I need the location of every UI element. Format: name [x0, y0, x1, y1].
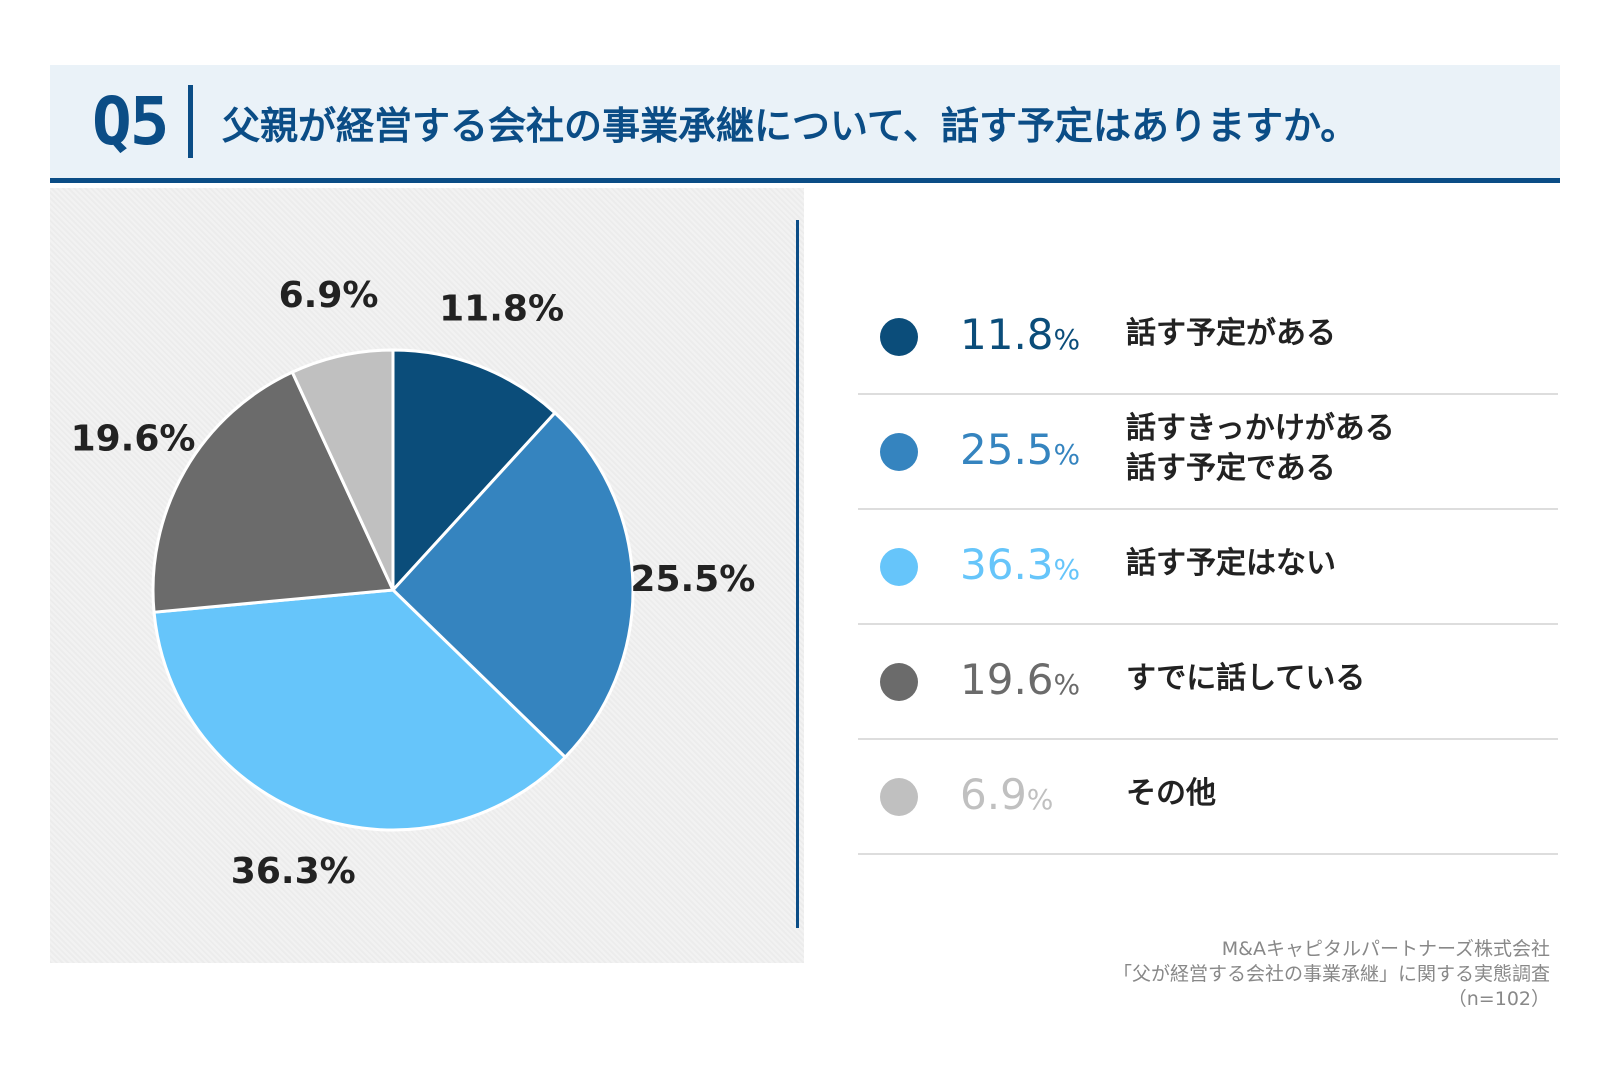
source-company: M&Aキャピタルパートナーズ株式会社 — [1221, 938, 1550, 960]
legend-label: 話す予定がある — [1126, 316, 1336, 351]
pie-slice — [391, 348, 558, 594]
legend-item: 11.8% 話す予定がある — [858, 280, 1558, 395]
legend-marker-icon — [880, 548, 918, 586]
legend-percent: 11.8% — [960, 310, 1081, 359]
legend-label: 話す予定はない — [1126, 546, 1336, 581]
pie-slice — [390, 410, 635, 760]
pie-data-label: 19.6% — [71, 418, 196, 459]
pie-chart-panel: 11.8% 25.5% 36.3% 19.6% 6.9% — [50, 188, 804, 963]
legend-label: すでに話している — [1126, 661, 1366, 696]
pie-data-label: 25.5% — [630, 559, 755, 600]
pie-chart: 11.8% 25.5% 36.3% 19.6% 6.9% — [71, 275, 756, 892]
legend-percent: 36.3% — [960, 540, 1081, 589]
legend-item: 25.5% 話すきっかけがある 話す予定である — [858, 395, 1558, 510]
legend: 11.8% 話す予定がある 25.5% 話すきっかけがある 話す予定である 36.… — [858, 280, 1558, 855]
pie-data-label: 36.3% — [231, 851, 356, 892]
source-survey: 「父が経営する会社の事業承継」に関する実態調査 — [1112, 963, 1550, 985]
pie-data-label: 6.9% — [279, 275, 379, 316]
legend-marker-icon — [880, 318, 918, 356]
legend-item: 36.3% 話す予定はない — [858, 510, 1558, 625]
legend-percent: 6.9% — [960, 770, 1054, 819]
question-header: Q5 父親が経営する会社の事業承継について、話す予定はありますか。 — [50, 65, 1560, 183]
source-note: M&Aキャピタルパートナーズ株式会社 「父が経営する会社の事業承継」に関する実態… — [1113, 937, 1550, 1012]
pie-slice — [152, 588, 568, 832]
pie-data-label: 11.8% — [439, 288, 564, 329]
header-divider — [188, 85, 193, 158]
legend-item: 19.6% すでに話している — [858, 625, 1558, 740]
legend-percent: 25.5% — [960, 425, 1081, 474]
legend-percent: 19.6% — [960, 655, 1081, 704]
legend-marker-icon — [880, 433, 918, 471]
legend-label: その他 — [1126, 776, 1216, 811]
question-text: 父親が経営する会社の事業承継について、話す予定はありますか。 — [222, 104, 1359, 148]
vertical-divider — [796, 220, 799, 928]
pie-slice — [290, 348, 395, 591]
source-sample-size: （n=102） — [1447, 988, 1550, 1010]
question-number: Q5 — [92, 83, 169, 160]
legend-label: 話すきっかけがある 話す予定である — [1126, 411, 1395, 486]
legend-item: 6.9% その他 — [858, 740, 1558, 855]
legend-marker-icon — [880, 778, 918, 816]
legend-marker-icon — [880, 663, 918, 701]
pie-slice — [151, 370, 396, 614]
